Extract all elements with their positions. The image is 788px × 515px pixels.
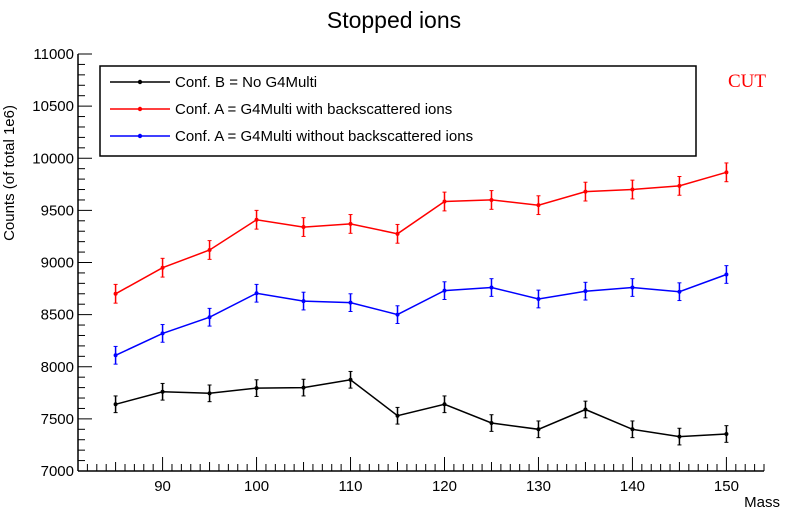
series-1	[113, 162, 729, 304]
y-tick-label: 9500	[41, 202, 74, 219]
chart-title: Stopped ions	[327, 7, 461, 33]
x-tick-label: 120	[432, 478, 457, 495]
data-point	[301, 385, 306, 390]
data-point	[113, 402, 118, 407]
legend-marker-1	[137, 106, 143, 112]
x-tick-label: 130	[526, 478, 551, 495]
y-tick-label: 9000	[41, 255, 74, 272]
x-axis-label: Mass	[744, 494, 780, 511]
data-point	[536, 427, 541, 432]
series-layer	[113, 162, 729, 446]
data-point	[724, 170, 729, 175]
data-point	[536, 203, 541, 208]
x-tick-label: 150	[714, 478, 739, 495]
legend-label-0: Conf. B = No G4Multi	[175, 74, 317, 91]
data-point	[724, 431, 729, 436]
data-point	[301, 225, 306, 230]
data-point	[442, 199, 447, 204]
data-point	[395, 413, 400, 418]
data-point	[160, 265, 165, 270]
data-point	[207, 315, 212, 320]
data-point	[254, 217, 259, 222]
data-point	[630, 427, 635, 432]
axes: 7000 7500 8000 8500 9000 9500 10000 10500 11000 9…	[32, 46, 765, 495]
x-tick-label: 140	[620, 478, 645, 495]
data-point	[630, 285, 635, 290]
data-point	[301, 299, 306, 304]
data-point	[395, 231, 400, 236]
data-point	[348, 300, 353, 305]
y-tick-label: 10000	[32, 150, 74, 167]
data-point	[348, 221, 353, 226]
x-tick-label: 110	[339, 478, 363, 495]
data-point	[442, 402, 447, 407]
data-point	[583, 289, 588, 294]
data-point	[583, 189, 588, 194]
data-point	[677, 434, 682, 439]
series-2	[113, 265, 729, 365]
data-point	[395, 312, 400, 317]
y-tick-label: 10500	[32, 98, 74, 115]
cut-annotation: CUT	[728, 71, 766, 92]
legend-samples	[110, 79, 170, 139]
data-point	[113, 291, 118, 296]
data-point	[254, 386, 259, 391]
legend-label-2: Conf. A = G4Multi without backscattered …	[175, 128, 473, 145]
data-point	[113, 353, 118, 358]
data-point	[254, 291, 259, 296]
x-tick-label: 100	[244, 478, 269, 495]
data-point	[489, 421, 494, 426]
data-point	[677, 183, 682, 188]
legend-box	[99, 65, 697, 157]
data-point	[160, 389, 165, 394]
y-tick-label: 8500	[41, 307, 74, 324]
data-point	[677, 289, 682, 294]
legend-label-1: Conf. A = G4Multi with backscattered ion…	[175, 101, 452, 118]
data-point	[489, 285, 494, 290]
y-axis-label: Counts (of total 1e6)	[1, 105, 18, 241]
data-point	[489, 197, 494, 202]
series-line	[115, 379, 727, 438]
data-point	[442, 288, 447, 293]
data-point	[207, 247, 212, 252]
legend-marker-2	[137, 133, 143, 139]
series-line	[115, 171, 727, 295]
legend-marker-0	[137, 79, 143, 85]
legend: Conf. B = No G4Multi Conf. A = G4Multi w…	[99, 65, 697, 157]
y-tick-label: 11000	[33, 46, 74, 63]
data-point	[724, 272, 729, 277]
series-0	[113, 370, 729, 446]
data-point	[583, 407, 588, 412]
x-tick-label: 90	[154, 478, 171, 495]
y-tick-label: 8000	[41, 359, 74, 376]
data-point	[536, 296, 541, 301]
data-point	[630, 187, 635, 192]
y-tick-label: 7000	[41, 463, 74, 480]
data-point	[160, 331, 165, 336]
data-point	[207, 391, 212, 396]
y-tick-label: 7500	[41, 411, 74, 428]
series-line	[115, 273, 727, 356]
data-point	[348, 377, 353, 382]
